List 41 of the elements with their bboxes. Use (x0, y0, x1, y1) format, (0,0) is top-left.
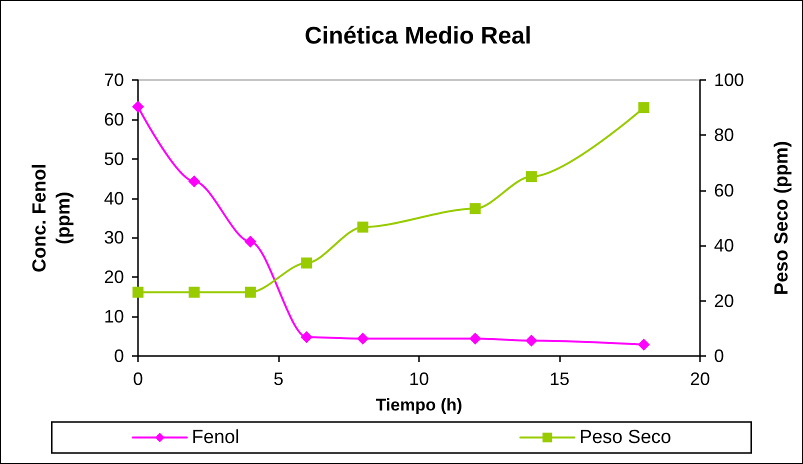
y2-tick-label: 100 (714, 70, 744, 90)
x-tick-label: 15 (549, 369, 570, 389)
point (356, 332, 369, 345)
y-tick-label: 70 (104, 70, 124, 90)
y-tick-label: 50 (104, 148, 124, 169)
point (357, 222, 368, 233)
chart-title: Cinética Medio Real (304, 22, 532, 50)
y-tick-label: 20 (104, 267, 124, 288)
x-tick-label: 20 (690, 369, 710, 389)
point (638, 102, 650, 114)
y-tick-label: 30 (104, 228, 124, 248)
point (188, 286, 200, 298)
y-axis-title: Conc. Fenol (ppm) (30, 164, 74, 272)
y2-tick-label: 40 (714, 236, 734, 256)
y-tick-label: 40 (104, 188, 124, 208)
point (470, 203, 481, 214)
point (638, 338, 650, 351)
point (526, 171, 537, 182)
point (244, 236, 256, 248)
x-axis-title: Tiempo (h) (376, 395, 462, 414)
point (469, 332, 482, 345)
legend-label: Peso Seco (579, 427, 672, 448)
y2-tick-label: 60 (714, 180, 734, 200)
x-tick-label: 0 (132, 369, 144, 389)
point (188, 175, 200, 188)
y2-tick-label: 80 (714, 125, 734, 146)
point (132, 286, 144, 298)
y2-axis-title: Peso Seco (ppm) (772, 140, 792, 296)
x-tick-label: 5 (273, 369, 284, 389)
y-tick-label: 10 (104, 306, 124, 327)
x-tick-label: 10 (408, 369, 430, 389)
point (132, 100, 144, 113)
legend-label: Fenol (192, 427, 240, 448)
y-tick-label: 0 (114, 346, 124, 366)
point (525, 334, 538, 347)
point (301, 257, 312, 268)
point (244, 286, 256, 298)
y-tick-label: 60 (104, 109, 124, 130)
point (300, 331, 313, 344)
y2-tick-label: 20 (714, 290, 734, 311)
y2-tick-label: 0 (714, 346, 724, 366)
